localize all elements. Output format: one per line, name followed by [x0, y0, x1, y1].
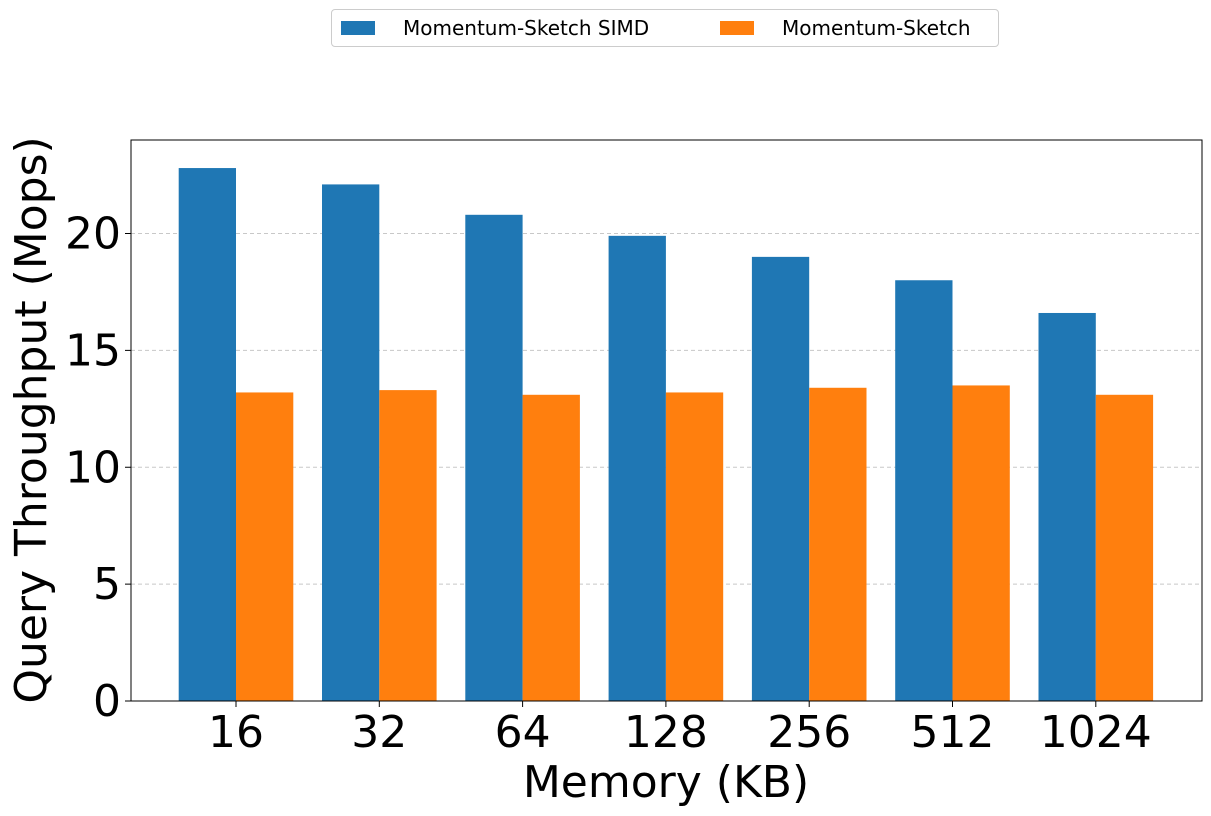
bar-simd	[751, 256, 810, 701]
bar-scalar	[236, 392, 294, 701]
x-tick-label: 64	[495, 707, 551, 758]
y-tick-label: 10	[65, 442, 121, 493]
bar-scalar	[1095, 394, 1154, 701]
x-tick-label: 16	[208, 707, 264, 758]
plot-frame	[130, 139, 1203, 702]
y-tick-label: 5	[93, 559, 121, 610]
legend-label-scalar: Momentum-Sketch	[782, 16, 971, 40]
bar-simd	[465, 214, 523, 702]
x-tick-label: 256	[767, 707, 851, 758]
y-tick-label: 0	[93, 676, 121, 727]
y-axis-label: Query Throughput (Mops)	[6, 136, 57, 703]
bar-scalar	[665, 392, 724, 701]
legend-swatch-simd	[341, 21, 375, 35]
bar-simd	[895, 280, 953, 701]
bar-simd	[322, 184, 380, 702]
bars	[178, 168, 1154, 702]
bar-scalar	[522, 394, 580, 701]
y-tick-label: 15	[65, 325, 121, 376]
x-ticks: 16 32 64 128 256 512 1024	[208, 701, 1152, 758]
bar-simd	[178, 168, 236, 702]
bar-simd	[608, 235, 666, 701]
x-tick-label: 128	[624, 707, 708, 758]
legend-item-scalar: Momentum-Sketch	[720, 16, 971, 40]
legend-item-simd: Momentum-Sketch SIMD	[341, 16, 650, 40]
legend-label-simd: Momentum-Sketch SIMD	[403, 16, 650, 40]
x-tick-label: 32	[351, 707, 407, 758]
x-tick-label: 512	[911, 707, 995, 758]
bar-scalar	[379, 390, 437, 701]
legend: Momentum-Sketch SIMD Momentum-Sketch	[331, 9, 999, 47]
x-tick-label: 1024	[1040, 707, 1152, 758]
legend-swatch-scalar	[720, 21, 754, 35]
x-axis-label: Memory (KB)	[523, 757, 809, 808]
bar-simd	[1038, 312, 1096, 701]
bar-scalar	[952, 385, 1010, 701]
y-tick-label: 20	[65, 209, 121, 260]
y-ticks: 0 5 10 15 20	[65, 209, 131, 727]
bar-scalar	[809, 387, 867, 701]
